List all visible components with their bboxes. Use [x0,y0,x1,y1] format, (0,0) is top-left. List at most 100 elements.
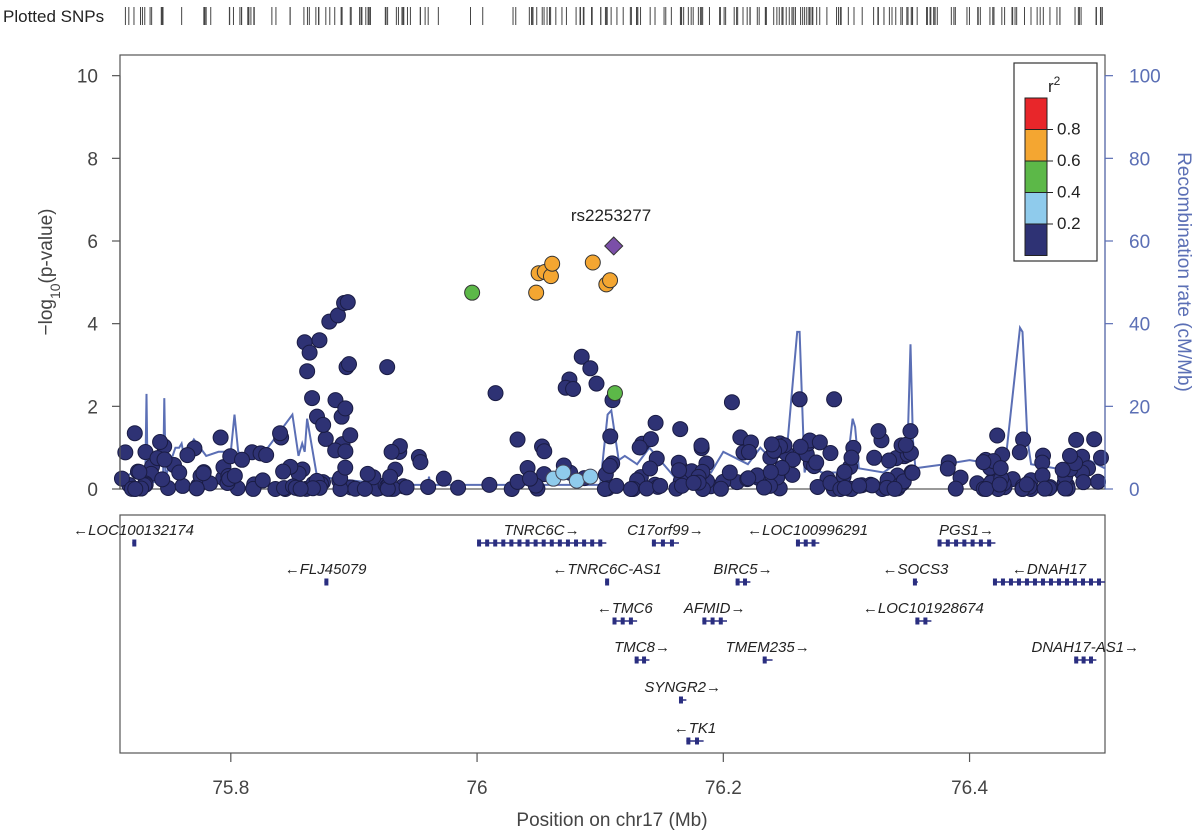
snp-point [721,464,738,481]
gene-exon [485,539,490,547]
snp-point [1062,447,1079,464]
snp-point [154,471,171,488]
snp-point [647,414,664,431]
snp-point [851,477,868,494]
snp-point [127,480,144,497]
snp-point [152,434,169,451]
gene-label: DNAH17-AS1→ [1032,639,1140,656]
snp-point [693,437,710,454]
x-axis: 75.8 76 76.2 76.4 [212,753,988,799]
gene-flj45079: ←FLJ45079 [285,561,367,586]
gene-exon [710,617,715,625]
gene-exon [651,539,656,547]
x-tick-label: 76 [466,778,487,799]
snp-points-layer [113,236,1109,497]
snp-point [631,439,648,456]
snp-point [258,447,275,464]
snp-point [382,468,399,485]
legend-tick-label: 0.6 [1057,151,1081,170]
snp-point [398,479,415,496]
snp-point [254,472,271,489]
snp-point [1054,461,1071,478]
snp-point [1036,480,1053,497]
snp-point [126,425,143,442]
gene-label: ←DNAH17 [1012,561,1087,578]
gene-exon [1056,578,1061,586]
gene-exon [517,539,522,547]
gene-label: AFMID→ [683,600,746,617]
snp-point [117,444,134,461]
gene-label: SYNGR2→ [644,679,721,696]
snp-point-r2-0.4-0.6 [606,385,623,402]
snp-point [989,427,1006,444]
snp-point [226,467,243,484]
snp-point [608,477,625,494]
snp-point [383,443,400,460]
snp-point [881,452,898,469]
gene-label: ←FLJ45079 [285,561,367,578]
snp-point [671,462,688,479]
gene-socs3: ←SOCS3 [882,561,949,586]
gene-exon [970,539,975,547]
gene-exon [509,539,514,547]
gene-exon [1072,578,1077,586]
snp-point [822,445,839,462]
gene-exon [945,539,950,547]
gene-exon [1024,578,1029,586]
snp-point [652,477,669,494]
snp-point [317,430,334,447]
gene-exon [1008,578,1013,586]
gene-tk1: ←TK1 [674,720,716,745]
snp-point [992,460,1009,477]
gene-exon [582,539,587,547]
gene-track-frame [119,514,1106,754]
x-tick-label: 76.2 [705,778,742,799]
gene-label: ←TNRC6C-AS1 [552,561,661,578]
gene-label: TNRC6C→ [504,522,580,539]
gene-dnah17: ←DNAH17 [992,561,1105,586]
y-tick-label-right: 100 [1129,67,1161,88]
gene-exon [987,539,992,547]
snp-point [991,476,1008,493]
snp-point [341,356,358,373]
y-tick-label-right: 80 [1129,149,1150,170]
gene-exon [686,737,691,745]
gene-exon [501,539,506,547]
gene-label: C17orf99→ [627,522,704,539]
snp-point-r2-0.6-0.8 [584,254,601,271]
snp-point [487,385,504,402]
snp-point [836,463,853,480]
snp-point [565,380,582,397]
gene-exon [574,539,579,547]
snp-point-r2-0.2-0.4 [568,472,585,489]
snp-point-r2-0.2-0.4 [582,468,599,485]
snp-point [886,480,903,497]
gene-exon [669,539,674,547]
snp-point [304,390,321,407]
snp-point [811,434,828,451]
snp-point [826,391,843,408]
snp-point [356,480,373,497]
snp-point [509,431,526,448]
legend-tick-label: 0.4 [1057,183,1081,202]
snp-point [311,332,328,349]
snp-point [188,480,205,497]
snp-point [763,436,780,453]
gene-tmc8: TMC8→ [614,639,670,664]
gene-exon [628,617,633,625]
snp-point [420,478,437,495]
gene-exon [612,617,617,625]
gene-exon [493,539,498,547]
gene-exon [1080,578,1085,586]
snp-point [638,480,655,497]
snp-point [272,425,289,442]
legend-swatch [1024,192,1048,225]
gene-pgs1: PGS1→ [937,522,996,547]
y-tick-label-left: 6 [87,232,98,253]
snp-point [808,454,825,471]
gene-exon [1088,578,1093,586]
legend-tick-label: 0.8 [1057,120,1081,139]
snp-point [939,460,956,477]
snp-point [412,454,429,471]
gene-tnrc6c: TNRC6C→ [477,522,607,547]
